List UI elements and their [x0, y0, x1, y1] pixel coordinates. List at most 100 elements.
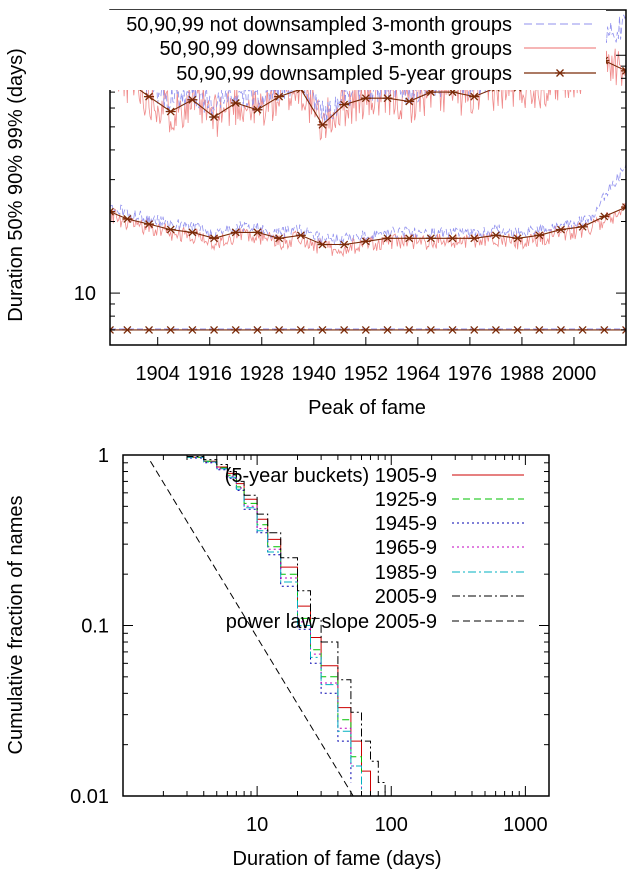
top-series-2-marker: [469, 325, 480, 334]
bottom-series-line-1: [123, 454, 362, 789]
bottom-legend-label: (5-year buckets) 1905-9: [225, 465, 437, 487]
bottom-y-tick-label: 0.01: [70, 786, 109, 808]
top-series-1-marker: [621, 203, 626, 212]
noise-line-3: [110, 164, 626, 246]
top-series-1-marker: [252, 228, 263, 237]
top-series-1-marker: [317, 240, 328, 249]
top-series-0-marker: [339, 100, 350, 109]
top-series-2-marker: [404, 325, 415, 334]
top-x-tick-label: 2000: [552, 363, 597, 385]
bottom-chart: 10 100 1000 1 0.1 0.01 Duration of fame (days…: [5, 445, 550, 870]
top-series-0-marker: [252, 105, 263, 114]
top-series-1-marker: [382, 234, 393, 243]
top-series-1-marker: [144, 220, 155, 229]
top-series-0-marker: [317, 120, 328, 129]
top-series-1-marker: [425, 234, 436, 243]
top-series-0-marker: [165, 107, 176, 116]
bottom-plot-frame: [122, 454, 550, 797]
top-series-0-marker: [187, 95, 198, 104]
top-x-tick-label: 1988: [500, 363, 545, 385]
top-series-1-marker: [555, 225, 566, 234]
top-series-1-marker: [339, 240, 350, 249]
top-legend: 50,90,99 not downsampled 3-month groups …: [38, 10, 606, 90]
top-series-2-marker: [122, 325, 133, 334]
bottom-series-line-4: [123, 454, 362, 796]
top-series-0-marker: [209, 113, 220, 121]
top-series-1-marker: [209, 234, 220, 243]
top-x-tick-label: 1964: [396, 363, 441, 385]
top-series-0-marker: [382, 94, 393, 103]
noise-line-2: [110, 203, 626, 258]
legend-label-downsampled-5-year: 50,90,99 downsampled 5-year groups: [176, 63, 512, 85]
bottom-legend: (5-year buckets) 1905-91925-91945-91965-…: [225, 465, 524, 633]
top-y-tick-label: 10: [74, 283, 96, 305]
top-series-2-marker: [165, 325, 176, 334]
top-series-1-marker: [534, 231, 545, 240]
top-series-2-marker: [317, 325, 328, 334]
bottom-legend-label: power law slope 2005-9: [226, 611, 437, 633]
top-series-1-marker: [230, 228, 241, 237]
legend-star-markers: [555, 69, 565, 77]
legend-label-not-downsampled: 50,90,99 not downsampled 3-month groups: [126, 14, 512, 36]
bottom-y-tick-label: 1: [98, 445, 109, 467]
bottom-ticks: 10 100 1000 1 0.1 0.01: [70, 445, 549, 836]
bottom-y-tick-label: 0.1: [81, 616, 109, 638]
top-x-tick-label: 1952: [344, 363, 389, 385]
bottom-legend-label: 1925-9: [375, 489, 437, 511]
top-series-2-marker: [447, 325, 458, 334]
top-series-2-marker: [425, 325, 436, 334]
top-chart: 1904191619281940195219641976198820001010…: [5, 9, 627, 419]
bottom-y-axis-label: Cumulative fraction of names: [5, 495, 27, 754]
top-series-1-marker: [274, 234, 285, 243]
top-x-tick-label: 1904: [135, 363, 180, 385]
bottom-series-line-5: [123, 454, 386, 796]
top-series-2-marker: [599, 325, 610, 334]
top-x-tick-label: 1916: [187, 363, 232, 385]
top-x-axis-label: Peak of fame: [308, 397, 426, 419]
top-series-2-marker: [382, 325, 393, 334]
top-series-1-marker: [165, 225, 176, 234]
top-series-1-marker: [577, 222, 588, 231]
top-x-tick-label: 1940: [292, 363, 337, 385]
top-series-1-marker: [360, 237, 371, 246]
top-series-2-marker: [512, 325, 523, 334]
top-series-0-marker: [360, 94, 371, 103]
top-series-2-marker: [490, 325, 501, 334]
top-series-2-marker: [295, 325, 306, 334]
top-series-1-marker: [490, 231, 501, 240]
top-series-1-marker: [447, 234, 458, 243]
top-series-1-marker: [295, 231, 306, 240]
bottom-legend-label: 2005-9: [375, 586, 437, 608]
bottom-legend-label: 1965-9: [375, 537, 437, 559]
top-series-2-marker: [187, 325, 198, 334]
bottom-x-axis-label: Duration of fame (days): [233, 848, 442, 870]
top-series-2-marker: [274, 325, 285, 334]
top-series-0-marker: [621, 66, 626, 75]
top-series-1-marker: [404, 234, 415, 243]
top-series-1-marker: [122, 214, 133, 223]
top-series-2-marker: [230, 325, 241, 334]
top-x-tick-label: 1976: [448, 363, 493, 385]
top-series-0-marker: [404, 97, 415, 106]
top-y-axis-label: Duration 50% 90% 99% (days): [5, 48, 27, 321]
top-series-0-marker: [144, 92, 155, 101]
bottom-x-tick-label: 1000: [503, 814, 548, 836]
top-series-0-marker: [469, 92, 480, 101]
top-series-1-marker: [512, 234, 523, 243]
top-series-0-marker: [274, 92, 285, 101]
top-series-1-marker: [187, 228, 198, 237]
top-series-2-marker: [555, 325, 566, 334]
bottom-series-line-3: [123, 454, 362, 796]
top-series-2-marker: [252, 325, 263, 334]
top-series-0-marker: [230, 99, 241, 107]
legend-star: [555, 69, 565, 77]
top-series-1-marker: [599, 212, 610, 221]
bottom-series: [123, 454, 386, 797]
top-series-1-marker: [469, 234, 480, 243]
bottom-x-tick-label: 100: [375, 814, 408, 836]
top-series-2-marker: [209, 325, 220, 334]
top-series-2-marker: [144, 325, 155, 334]
bottom-x-tick-label: 10: [246, 814, 268, 836]
top-series-2-marker: [534, 325, 545, 334]
